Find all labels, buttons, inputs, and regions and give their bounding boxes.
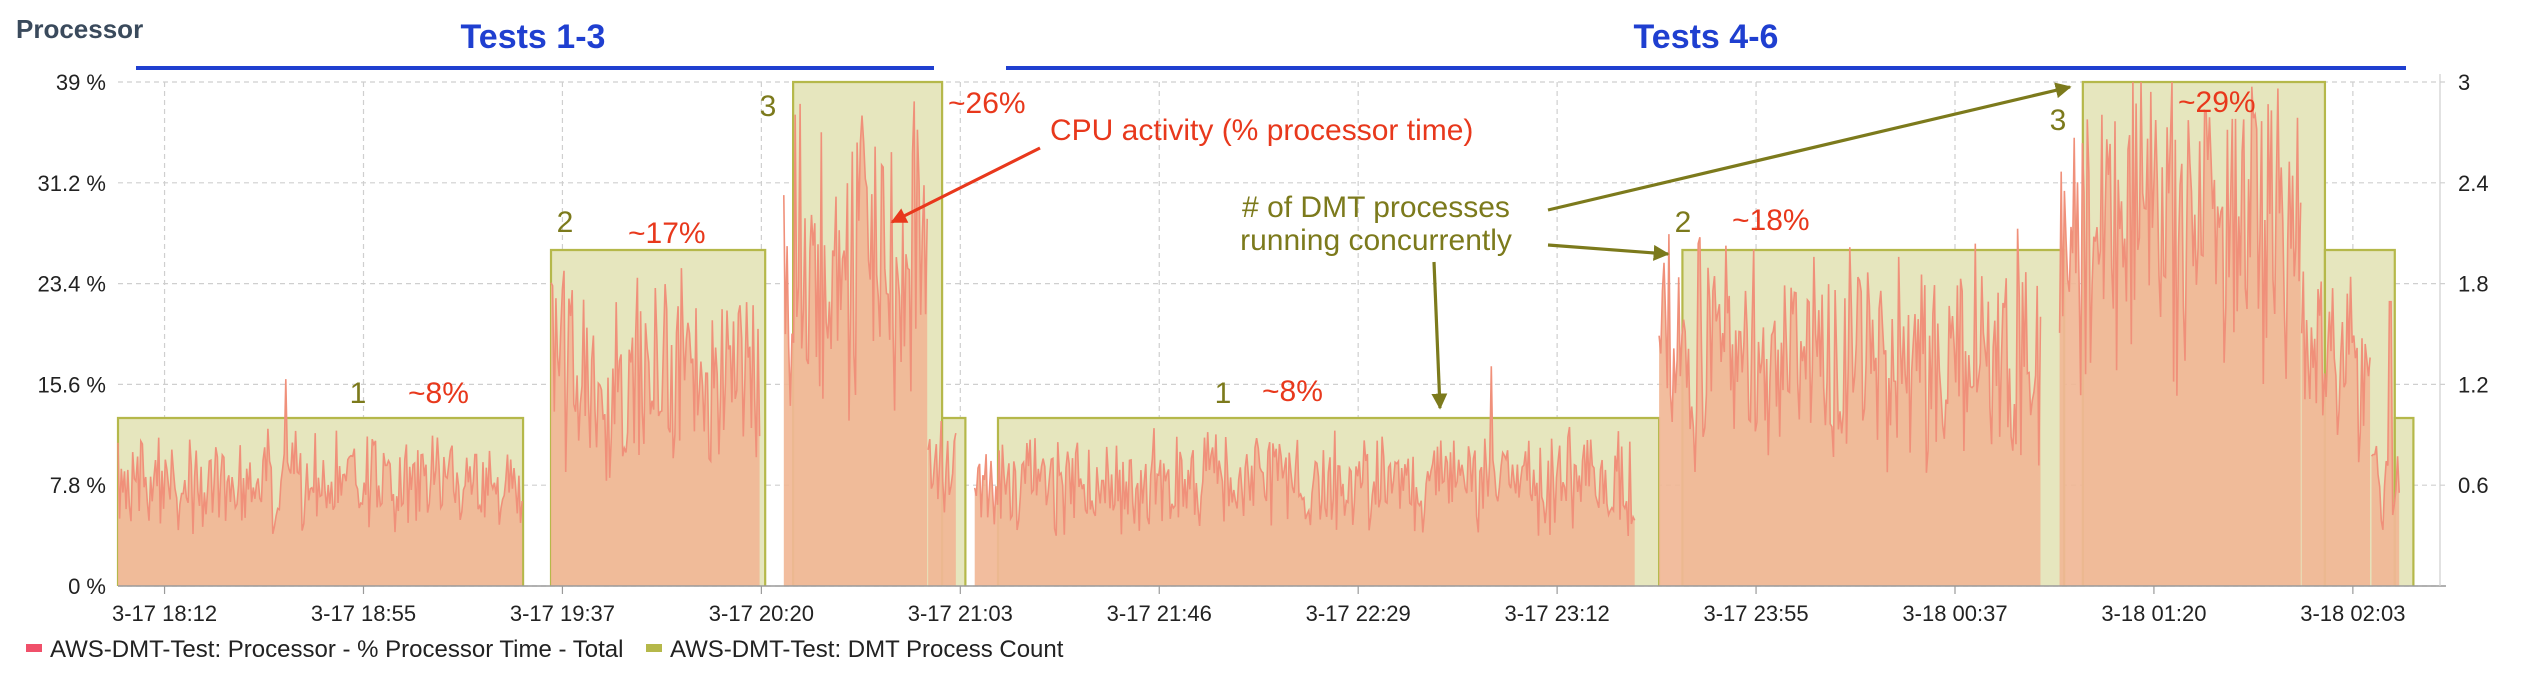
- cpu-line-segment: [2058, 81, 2302, 396]
- y-left-tick-label: 23.4 %: [38, 272, 107, 297]
- x-tick-label: 3-17 22:29: [1306, 601, 1411, 626]
- x-tick-label: 3-17 21:46: [1107, 601, 1212, 626]
- cpu-area-segment: [1659, 228, 2041, 586]
- y-right-tick-label: 2.4: [2458, 171, 2489, 196]
- process-count-label: 2: [1675, 206, 1692, 239]
- cpu-line-segment: [783, 101, 928, 421]
- y-left-tick-label: 7.8 %: [50, 473, 106, 498]
- y-left-tick-label: 0 %: [68, 574, 106, 599]
- cpu-line-segment: [117, 379, 523, 535]
- dmt-annotation-line1: # of DMT processes: [1242, 191, 1510, 224]
- x-tick-label: 3-17 21:03: [908, 601, 1013, 626]
- x-tick-label: 3-17 20:20: [709, 601, 814, 626]
- process-count-label: 2: [557, 206, 574, 239]
- panel-title: Processor: [16, 14, 143, 44]
- cpu-area-segment: [974, 366, 1635, 586]
- process-count-label: 1: [1215, 377, 1232, 410]
- dmt-count-step: [2394, 418, 2414, 586]
- x-tick-label: 3-17 18:12: [112, 601, 217, 626]
- test-group-brackets: Tests 1-3 Tests 4-6: [136, 18, 2406, 70]
- cpu-percent-label: ~17%: [628, 217, 706, 250]
- annotations: CPU activity (% processor time) # of DMT …: [890, 82, 2072, 410]
- legend: AWS-DMT-Test: Processor - % Processor Ti…: [26, 636, 1064, 663]
- dmt-arrow-to-1: [1431, 261, 1448, 410]
- dmt-annotation-line2: running concurrently: [1240, 224, 1512, 257]
- cpu-line-segment: [2370, 300, 2400, 530]
- y-left-tick-label: 15.6 %: [38, 372, 107, 397]
- cpu-area-segment: [551, 268, 760, 586]
- segment-labels: 1 ~8% 2 ~17% 3 ~26% 1 ~8% 2 ~18% 3 ~29%: [350, 86, 2256, 410]
- tests-1-3-label: Tests 1-3: [461, 18, 606, 56]
- cpu-area-segment: [118, 379, 523, 586]
- processor-time-area: [117, 81, 2400, 587]
- axes: 0 % 7.8 % 15.6 % 23.4 % 31.2 % 39 % 0.6 1.2 1.8 2…: [38, 70, 2489, 626]
- cpu-line-segment: [2300, 271, 2371, 463]
- cpu-percent-label: ~18%: [1732, 204, 1810, 237]
- x-tick-label: 3-18 02:03: [2300, 601, 2405, 626]
- cpu-percent-label: ~26%: [948, 87, 1026, 120]
- legend-count-swatch: [646, 644, 662, 652]
- dmt-arrow-to-2: [1547, 243, 1670, 261]
- cpu-percent-label: ~8%: [408, 377, 469, 410]
- cpu-line-segment: [973, 366, 1636, 537]
- cpu-area-segment: [2301, 271, 2371, 586]
- x-tick-label: 3-17 18:55: [311, 601, 416, 626]
- y-right-tick-label: 1.2: [2458, 372, 2489, 397]
- legend-cpu-swatch: [26, 644, 42, 652]
- y-right-tick-label: 3: [2458, 70, 2470, 95]
- cpu-activity-arrow: [890, 146, 1041, 224]
- y-right-tick-label: 0.6: [2458, 473, 2489, 498]
- x-tick-label: 3-18 01:20: [2101, 601, 2206, 626]
- dmt-arrow-to-3: [1547, 82, 2072, 212]
- y-left-tick-label: 31.2 %: [38, 171, 107, 196]
- legend-count-label: AWS-DMT-Test: DMT Process Count: [670, 636, 1064, 663]
- cpu-percent-label: ~8%: [1262, 375, 1323, 408]
- legend-cpu-label: AWS-DMT-Test: Processor - % Processor Ti…: [50, 636, 623, 663]
- tests-4-6-label: Tests 4-6: [1634, 18, 1779, 56]
- process-count-label: 1: [350, 377, 367, 410]
- process-count-label: 3: [760, 90, 777, 123]
- cpu-line-segment: [550, 268, 761, 481]
- y-right-tick-label: 1.8: [2458, 272, 2489, 297]
- cpu-activity-annotation: CPU activity (% processor time): [1050, 114, 1473, 147]
- process-count-label: 3: [2050, 104, 2067, 137]
- x-tick-label: 3-18 00:37: [1902, 601, 2007, 626]
- y-left-tick-label: 39 %: [56, 70, 106, 95]
- cpu-area-segment: [2059, 82, 2301, 586]
- x-tick-label: 3-17 23:55: [1703, 601, 1808, 626]
- cpu-line-segment: [1658, 228, 2042, 473]
- cpu-percent-label: ~29%: [2178, 86, 2256, 119]
- x-tick-label: 3-17 19:37: [510, 601, 615, 626]
- cpu-line-segment: [927, 420, 957, 513]
- x-tick-label: 3-17 23:12: [1505, 601, 1610, 626]
